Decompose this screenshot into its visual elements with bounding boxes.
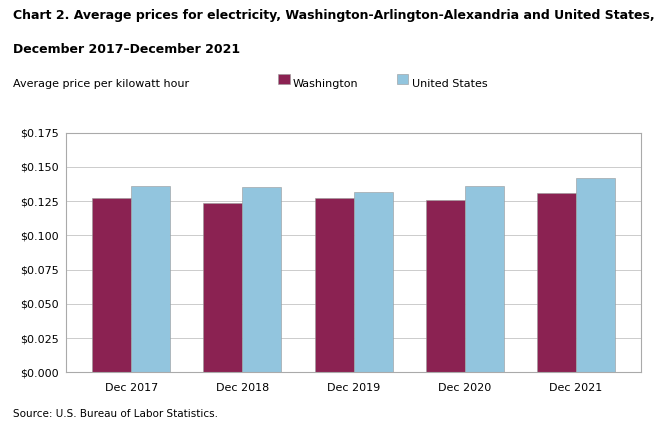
Text: Chart 2. Average prices for electricity, Washington-Arlington-Alexandria and Uni: Chart 2. Average prices for electricity,… [13,9,655,21]
Text: Average price per kilowatt hour: Average price per kilowatt hour [13,79,189,89]
Bar [315,199,354,372]
Bar [576,178,615,372]
Bar [465,186,504,372]
Text: December 2017–December 2021: December 2017–December 2021 [13,43,241,56]
Text: Washington: Washington [293,79,358,89]
Bar [131,186,170,372]
Bar [243,187,282,372]
Bar [354,192,393,372]
Bar [204,202,243,372]
Bar [426,200,465,372]
Bar [93,199,131,372]
Bar [537,193,576,372]
Text: United States: United States [412,79,487,89]
Text: Source: U.S. Bureau of Labor Statistics.: Source: U.S. Bureau of Labor Statistics. [13,410,218,419]
